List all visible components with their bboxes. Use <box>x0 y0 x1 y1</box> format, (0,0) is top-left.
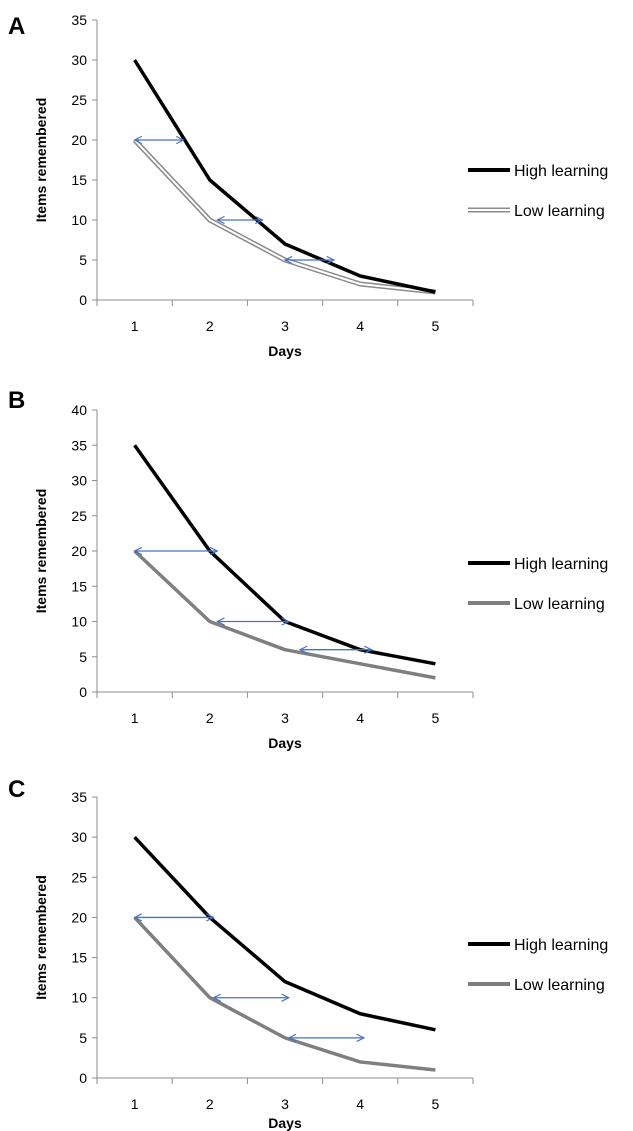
y-tick-label: 35 <box>71 12 87 28</box>
x-tick-label: 3 <box>281 710 289 726</box>
y-tick-label: 5 <box>79 649 87 665</box>
y-axis-title: Items remembered <box>33 98 49 223</box>
x-tick-label: 1 <box>131 318 139 334</box>
x-tick-label: 4 <box>356 1096 364 1112</box>
legend-label-high-learning: High learning <box>514 163 608 180</box>
x-tick-label: 2 <box>206 318 214 334</box>
legend-label-low-learning: Low learning <box>514 596 605 613</box>
y-tick-label: 35 <box>71 437 87 453</box>
y-axis-title: Items remembered <box>33 489 49 614</box>
y-tick-label: 20 <box>71 543 87 559</box>
series-line-low-learning <box>133 916 436 1072</box>
y-tick-label: 30 <box>71 473 87 489</box>
y-tick-label: 25 <box>71 508 87 524</box>
series-line-high-learning <box>133 59 436 294</box>
x-tick-label: 5 <box>432 710 440 726</box>
panel-label-c: C <box>8 776 25 803</box>
x-tick-label: 3 <box>281 318 289 334</box>
panel-label-b: B <box>8 387 25 414</box>
x-axis-title: Days <box>268 1115 302 1131</box>
x-tick-label: 5 <box>432 318 440 334</box>
chart-panel-a: A 0 5 10 15 20 25 30 35 1 2 3 4 5 Days Items remembered… <box>8 12 608 359</box>
legend-label-low-learning: Low learning <box>514 203 605 220</box>
y-tick-label: 25 <box>71 92 87 108</box>
y-tick-label: 40 <box>71 402 87 418</box>
y-tick-label: 5 <box>79 252 87 268</box>
y-tick-label: 15 <box>71 578 87 594</box>
y-tick-label: 30 <box>71 52 87 68</box>
y-tick-label: 0 <box>79 684 87 700</box>
y-tick-label: 15 <box>71 950 87 966</box>
x-axis-title: Days <box>268 735 302 751</box>
x-tick-label: 4 <box>356 710 364 726</box>
y-tick-label: 0 <box>79 1070 87 1086</box>
x-tick-label: 2 <box>206 1096 214 1112</box>
series-line-low-learning <box>132 138 436 295</box>
x-tick-label: 1 <box>131 710 139 726</box>
legend-label-high-learning: High learning <box>514 556 608 573</box>
x-tick-label: 5 <box>432 1096 440 1112</box>
x-axis-title: Days <box>268 343 302 359</box>
y-tick-label: 10 <box>71 614 87 630</box>
chart-panel-b: B 0 5 10 15 20 25 30 35 40 1 2 3 4 5 Days Items remember… <box>8 387 608 751</box>
y-tick-label: 10 <box>71 212 87 228</box>
y-tick-label: 5 <box>79 1030 87 1046</box>
y-tick-label: 25 <box>71 869 87 885</box>
x-tick-label: 3 <box>281 1096 289 1112</box>
y-tick-label: 30 <box>71 829 87 845</box>
y-tick-label: 20 <box>71 909 87 925</box>
x-tick-label: 1 <box>131 1096 139 1112</box>
series-line-low-learning-inner <box>133 139 436 293</box>
y-tick-label: 15 <box>71 172 87 188</box>
x-tick-label: 2 <box>206 710 214 726</box>
legend-label-low-learning: Low learning <box>514 977 605 994</box>
series-line-high-learning <box>133 444 436 666</box>
panel-label-a: A <box>8 13 25 40</box>
y-tick-label: 0 <box>79 292 87 308</box>
y-tick-label: 10 <box>71 990 87 1006</box>
y-tick-label: 35 <box>71 789 87 805</box>
y-axis-title: Items remembered <box>33 875 49 1000</box>
legend-label-high-learning: High learning <box>514 937 608 954</box>
y-tick-label: 20 <box>71 132 87 148</box>
x-tick-label: 4 <box>356 318 364 334</box>
series-line-high-learning <box>133 835 436 1032</box>
series-line-low-learning <box>133 549 436 680</box>
chart-panel-c: C 0 5 10 15 20 25 30 35 1 2 3 4 5 Days Items remembered… <box>8 776 608 1131</box>
